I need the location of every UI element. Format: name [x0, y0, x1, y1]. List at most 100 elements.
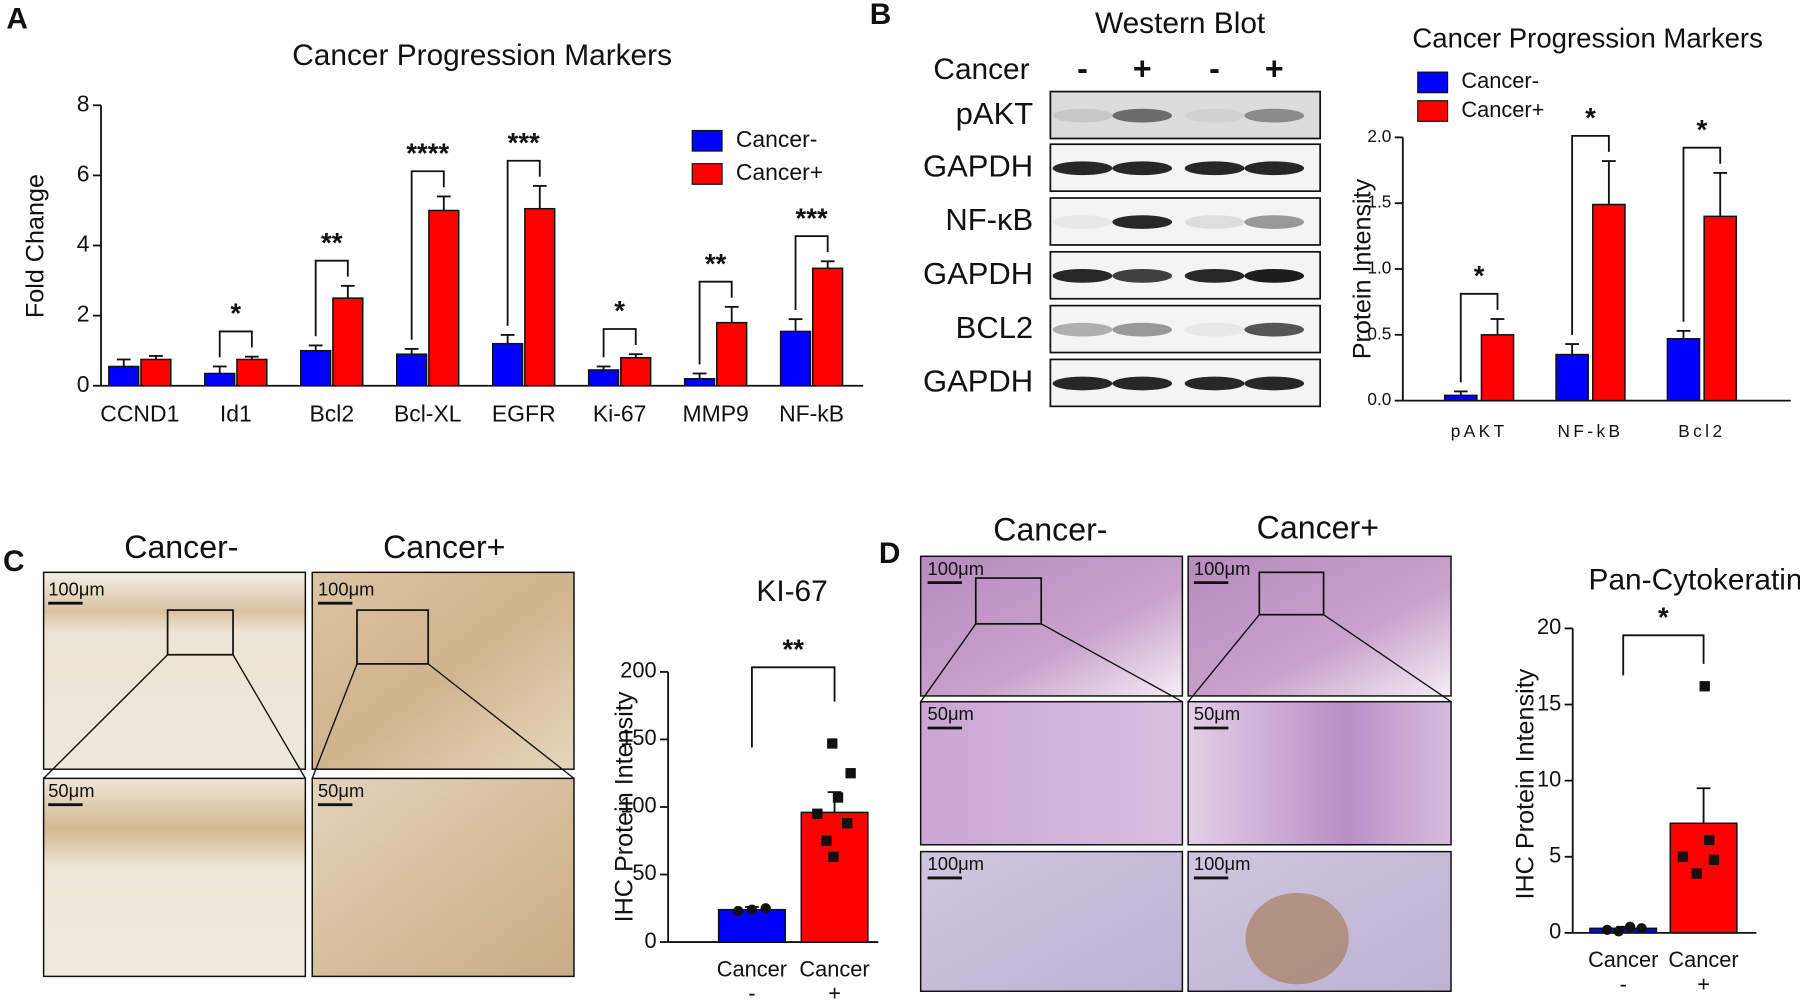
y-tick-label: 150 [620, 725, 656, 750]
legend-swatch [691, 163, 723, 185]
zoom-line [920, 623, 977, 703]
legend-label: Cancer- [1461, 68, 1539, 93]
zoom-box [974, 577, 1043, 625]
micrograph [919, 700, 1184, 846]
x-tick-label: Bcl2 [1678, 421, 1725, 441]
y-tick-label: 2.0 [1367, 126, 1391, 146]
y-tick-label: 0 [77, 371, 90, 397]
lane-label: - [1209, 50, 1220, 86]
scale-bar-label: 50μm [48, 780, 94, 801]
significance-bracket [1682, 146, 1722, 322]
bar [524, 207, 556, 387]
significance-bracket [1459, 292, 1499, 383]
blot-band [1244, 108, 1305, 123]
bar [1555, 353, 1589, 402]
bar [491, 342, 524, 387]
scale-bar-label: 100μm [928, 558, 985, 579]
data-point [1704, 834, 1715, 846]
x-tick-label: - [1620, 971, 1627, 996]
bar [236, 358, 268, 387]
legend-swatch [1417, 71, 1449, 94]
significance-bracket [698, 280, 733, 365]
micrograph [919, 555, 1184, 697]
y-tick-label: 15 [1537, 690, 1561, 715]
micrograph [1187, 700, 1452, 846]
data-point [821, 835, 832, 846]
significance-label: ** [705, 248, 727, 279]
blot-band [1244, 322, 1305, 337]
x-tick-label: EGFR [492, 401, 556, 427]
blot-band [1052, 322, 1113, 337]
scale-bar-label: 50μm [318, 780, 364, 801]
bar [1592, 203, 1626, 402]
blot-strip [1049, 197, 1322, 246]
lane-label: + [1265, 50, 1284, 86]
significance-bracket [314, 259, 349, 337]
blot-band [1052, 108, 1113, 123]
scale-bar-label: 50μm [928, 703, 974, 724]
x-tick-label: MMP9 [682, 401, 748, 427]
significance-label: ** [783, 634, 805, 665]
bar [1480, 334, 1515, 402]
blot-band [1244, 268, 1305, 283]
bar [683, 377, 716, 387]
blot-band [1112, 215, 1173, 229]
y-tick-label: 5 [1549, 843, 1561, 868]
column-label: Cancer+ [1257, 509, 1379, 545]
band-label: NF-κB [945, 202, 1033, 237]
y-tick-label: 6 [77, 160, 90, 186]
bar [395, 353, 428, 387]
y-tick-label: 200 [620, 658, 656, 683]
data-point [1677, 851, 1689, 862]
significance-label: **** [406, 138, 449, 169]
lane-label: - [1077, 50, 1088, 86]
data-point [760, 903, 771, 914]
x-tick-label: + [828, 980, 841, 1005]
micrograph [311, 571, 575, 770]
data-point [1624, 921, 1636, 932]
bar [204, 372, 236, 387]
legend-swatch [691, 129, 723, 152]
x-tick-label: Id1 [220, 401, 252, 427]
data-point [1613, 926, 1624, 937]
significance-label: *** [796, 202, 828, 233]
scale-bar-label: 100μm [928, 853, 985, 874]
data-point [732, 905, 744, 917]
y-tick-label: 2 [77, 301, 90, 327]
bar [300, 349, 332, 387]
data-point [1708, 854, 1720, 865]
zoom-line [43, 654, 169, 779]
panel-letter: A [6, 3, 28, 36]
y-axis-label: IHC Protein Intensity [610, 691, 638, 922]
micrograph [1187, 555, 1452, 697]
x-tick-label: Ki-67 [593, 401, 647, 427]
bar [716, 321, 748, 387]
bar [717, 908, 786, 943]
bar [812, 267, 844, 387]
scale-bar-label: 100μm [48, 578, 105, 599]
column-label: Cancer+ [383, 529, 505, 565]
zoom-line [1040, 623, 1183, 703]
bar [587, 369, 620, 387]
panel-letter: B [870, 0, 892, 31]
blot-band [1112, 108, 1173, 123]
zoom-line [1187, 614, 1260, 703]
zoom-box [1258, 571, 1325, 616]
lane-label: + [1133, 50, 1152, 86]
panel-letter: C [3, 545, 25, 578]
bar [1443, 394, 1478, 402]
bar [620, 356, 652, 387]
significance-bracket [410, 170, 445, 340]
bar [140, 358, 172, 387]
bar [428, 209, 460, 387]
bar [332, 297, 364, 387]
blot-band [1244, 376, 1305, 391]
band-label: pAKT [956, 96, 1034, 131]
data-point [828, 851, 839, 863]
legend-label: Cancer+ [1461, 97, 1544, 122]
y-axis-label: Protein Intensity [1348, 178, 1376, 359]
chart-title: Cancer Progression Markers [1412, 22, 1762, 53]
blot-band [1112, 161, 1173, 176]
micrograph [42, 571, 307, 770]
